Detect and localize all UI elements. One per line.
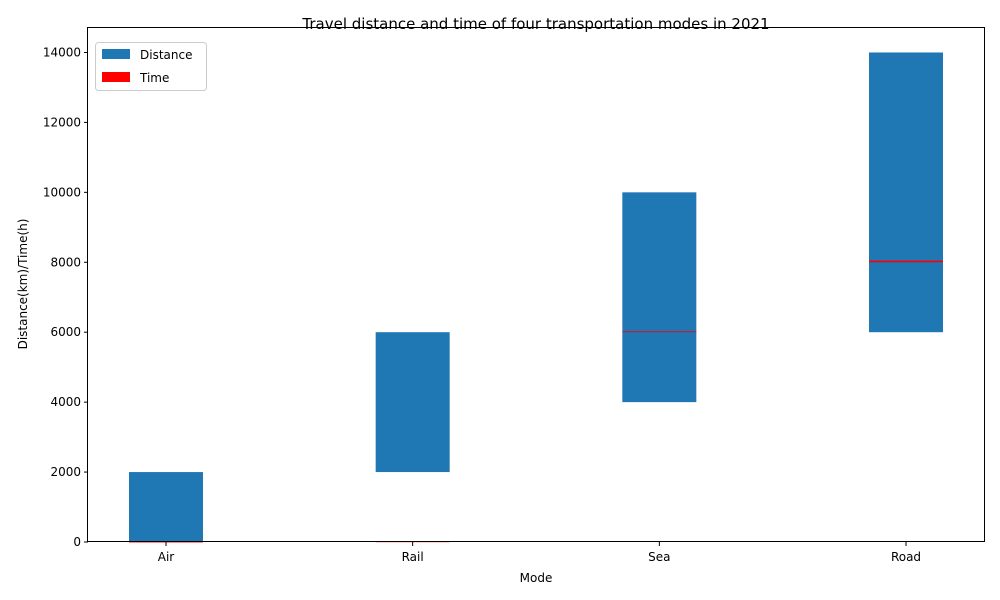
legend-swatch-distance xyxy=(102,49,130,59)
distance-bar-air xyxy=(129,472,203,542)
time-bar-sea xyxy=(622,331,697,333)
chart-title: Travel distance and time of four transpo… xyxy=(301,15,769,33)
distance-bar-road xyxy=(869,52,943,333)
legend: Distance Time xyxy=(95,42,207,91)
distance-bar-sea xyxy=(622,192,697,403)
x-tick-label: Sea xyxy=(648,550,670,564)
x-tick-label: Road xyxy=(891,550,921,564)
plot-frame xyxy=(87,27,985,542)
x-axis-label: Mode xyxy=(520,571,553,585)
distance-bars xyxy=(129,52,943,542)
y-tick-label: 14000 xyxy=(43,45,81,59)
y-tick-label: 0 xyxy=(73,535,81,549)
x-tick-label: Rail xyxy=(402,550,424,564)
y-tick-label: 6000 xyxy=(50,325,81,339)
x-tick-label: Air xyxy=(158,550,175,564)
y-tick-label: 12000 xyxy=(43,115,81,129)
time-bar-road xyxy=(869,260,943,263)
y-axis-label: Distance(km)/Time(h) xyxy=(16,219,30,350)
y-tick-label: 4000 xyxy=(50,395,81,409)
legend-label-distance: Distance xyxy=(140,48,192,62)
y-tick-label: 8000 xyxy=(50,255,81,269)
plot-area xyxy=(87,27,985,543)
time-bars xyxy=(129,260,943,543)
y-tick-label: 10000 xyxy=(43,185,81,199)
y-axis: 0 2000 4000 6000 8000 10000 12000 14000 xyxy=(43,45,88,549)
legend-swatch-time xyxy=(102,72,130,82)
distance-bar-rail xyxy=(375,332,450,473)
y-tick-label: 2000 xyxy=(50,465,81,479)
x-axis: Air Rail Sea Road xyxy=(158,542,921,564)
legend-label-time: Time xyxy=(139,71,169,85)
